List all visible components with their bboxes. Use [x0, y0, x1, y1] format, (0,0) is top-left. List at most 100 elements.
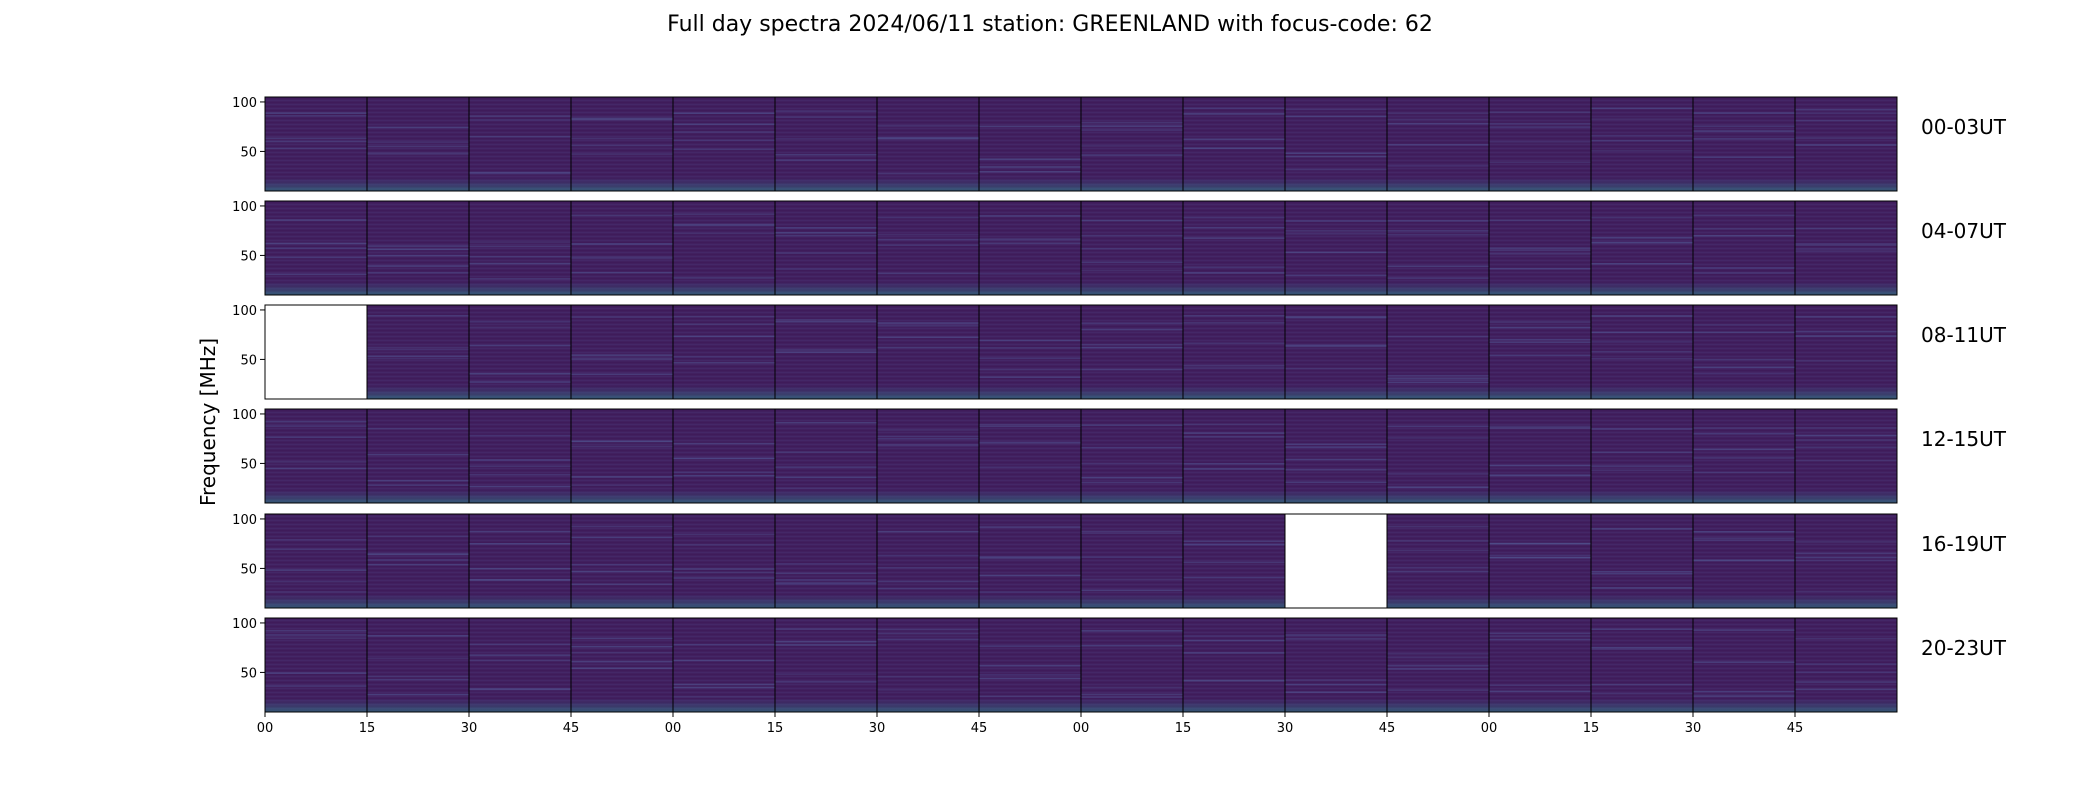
y-tick-label: 50	[240, 457, 257, 472]
spectrum-panel	[1284, 617, 1388, 713]
spectrum-panel	[1692, 513, 1796, 609]
spectrum-panel	[1080, 200, 1184, 296]
spectrum-panel	[1080, 513, 1184, 609]
spectrum-panel	[366, 96, 470, 192]
spectrum-panel	[1590, 96, 1694, 192]
spectrum-panel	[1590, 304, 1694, 400]
spectrum-panel	[1590, 408, 1694, 504]
spectrum-panel	[876, 200, 980, 296]
spectrum-panel	[1488, 513, 1592, 609]
spectrum-panel	[1794, 617, 1898, 713]
spectrum-panel	[876, 408, 980, 504]
spectrum-panel	[1794, 200, 1898, 296]
spectrum-panel	[978, 408, 1082, 504]
spectrum-panel	[774, 200, 878, 296]
row-time-label: 16-19UT	[1921, 532, 2007, 556]
x-tick-label: 15	[359, 721, 376, 736]
x-tick-label: 30	[1685, 721, 1702, 736]
spectrum-panel	[774, 617, 878, 713]
spectrum-panel	[1386, 513, 1490, 609]
row-time-label: 12-15UT	[1921, 427, 2007, 451]
spectrum-panel	[570, 617, 674, 713]
x-tick-label: 30	[869, 721, 886, 736]
spectrum-panel	[978, 200, 1082, 296]
spectrum-panel	[672, 408, 776, 504]
spectrum-panel	[570, 96, 674, 192]
x-tick-label: 00	[665, 721, 682, 736]
spectrum-panel	[1488, 617, 1592, 713]
y-tick-label: 100	[232, 513, 257, 528]
spectrum-panel	[1488, 408, 1592, 504]
spectrum-panel	[978, 304, 1082, 400]
spectrum-panel	[570, 304, 674, 400]
spectrum-panel	[1182, 200, 1286, 296]
spectrum-panel	[1692, 200, 1796, 296]
spectrum-panel	[774, 408, 878, 504]
spectrum-panel	[876, 96, 980, 192]
spectrum-panel	[264, 304, 368, 400]
x-tick-label: 00	[257, 721, 274, 736]
spectrum-panel	[1284, 304, 1388, 400]
spectrum-panel	[876, 617, 980, 713]
spectrum-panel	[570, 513, 674, 609]
spectrum-panel	[774, 304, 878, 400]
spectrum-panel	[1794, 408, 1898, 504]
spectrum-panel	[1284, 408, 1388, 504]
y-tick-label: 100	[232, 617, 257, 632]
x-tick-label: 15	[1175, 721, 1192, 736]
spectrum-panel	[1692, 408, 1796, 504]
spectrum-panel	[672, 617, 776, 713]
spectrum-panel	[1080, 304, 1184, 400]
spectrum-panel	[1284, 513, 1388, 609]
x-tick-label: 45	[563, 721, 580, 736]
spectrum-panel	[1590, 200, 1694, 296]
spectrum-panel	[1692, 617, 1796, 713]
spectrum-panel	[672, 513, 776, 609]
spectrum-panel	[1080, 96, 1184, 192]
spectrum-panel	[468, 304, 572, 400]
row-time-label: 08-11UT	[1921, 323, 2007, 347]
spectrum-panel	[1692, 304, 1796, 400]
spectrum-panel	[570, 200, 674, 296]
spectrum-panel	[1794, 96, 1898, 192]
x-tick-label: 45	[1379, 721, 1396, 736]
spectrum-panel	[1488, 200, 1592, 296]
figure-title: Full day spectra 2024/06/11 station: GRE…	[667, 12, 1433, 37]
spectrum-panel	[1182, 617, 1286, 713]
spectrum-panel	[774, 96, 878, 192]
spectrum-panel	[1488, 96, 1592, 192]
spectrum-panel	[1386, 96, 1490, 192]
spectrum-panel	[1080, 617, 1184, 713]
spectrum-panel	[264, 617, 368, 713]
spectrum-panel	[774, 513, 878, 609]
y-tick-label: 100	[232, 200, 257, 215]
spectrum-panel	[264, 513, 368, 609]
spectrum-panel	[672, 200, 776, 296]
y-tick-label: 50	[240, 666, 257, 681]
spectrum-panel	[1386, 408, 1490, 504]
spectrum-panel	[1284, 200, 1388, 296]
spectrum-panel	[264, 200, 368, 296]
spectrum-panel	[366, 513, 470, 609]
spectrum-panel	[1284, 96, 1388, 192]
spectrum-panel	[876, 304, 980, 400]
x-tick-label: 00	[1073, 721, 1090, 736]
spectrum-panel	[468, 200, 572, 296]
x-tick-label: 30	[461, 721, 478, 736]
x-tick-label: 15	[767, 721, 784, 736]
y-tick-label: 100	[232, 96, 257, 111]
spectrum-panel	[1182, 96, 1286, 192]
spectrum-panel	[1182, 304, 1286, 400]
spectrum-panel	[1182, 513, 1286, 609]
spectrum-panel	[1794, 513, 1898, 609]
y-tick-label: 50	[240, 353, 257, 368]
spectrum-panel	[1386, 304, 1490, 400]
spectrum-panel	[1488, 304, 1592, 400]
spectrum-panel	[366, 304, 470, 400]
spectrum-panel	[978, 617, 1082, 713]
x-tick-label: 00	[1481, 721, 1498, 736]
row-time-label: 04-07UT	[1921, 219, 2007, 243]
spectrum-panel	[1080, 408, 1184, 504]
y-tick-label: 100	[232, 304, 257, 319]
x-tick-label: 45	[1787, 721, 1804, 736]
